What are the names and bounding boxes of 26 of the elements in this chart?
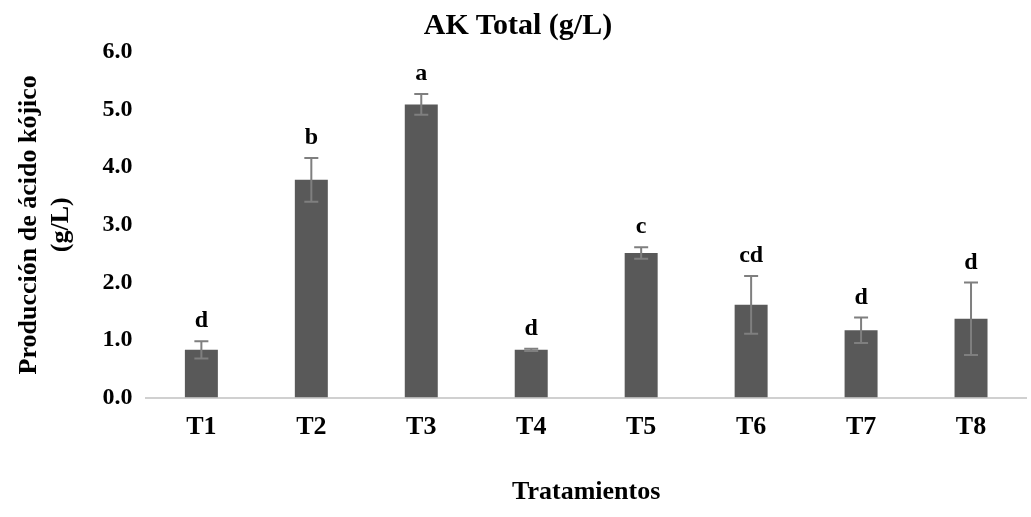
y-tick-label: 6.0 bbox=[102, 37, 133, 64]
x-tick-label: T1 bbox=[186, 410, 217, 440]
y-axis-title: Producción de ácido kójico (g/L) bbox=[13, 75, 74, 375]
x-tick-label: T5 bbox=[626, 410, 657, 440]
data-label: d bbox=[964, 247, 979, 274]
y-tick-label: 5.0 bbox=[102, 94, 133, 121]
x-axis-title: Tratamientos bbox=[512, 476, 661, 506]
y-tick-label: 3.0 bbox=[102, 210, 133, 236]
data-label: d bbox=[854, 282, 869, 309]
x-tick-label: T3 bbox=[406, 410, 437, 440]
data-label: b bbox=[304, 123, 318, 150]
data-label: c bbox=[635, 212, 647, 239]
x-tick-label: T8 bbox=[955, 410, 987, 440]
data-label: a bbox=[415, 59, 428, 86]
chart-title: AK Total (g/L) bbox=[423, 6, 613, 41]
data-label: cd bbox=[739, 241, 764, 268]
data-label: d bbox=[194, 306, 209, 333]
y-tick-label: 0.0 bbox=[102, 382, 133, 409]
x-tick-label: T6 bbox=[735, 410, 767, 440]
x-tick-label: T2 bbox=[296, 410, 327, 440]
x-tick-label: T4 bbox=[516, 410, 547, 440]
data-label: d bbox=[524, 313, 539, 340]
y-tick-label: 1.0 bbox=[102, 325, 133, 352]
y-tick-label: 4.0 bbox=[102, 152, 133, 179]
x-tick-label: T7 bbox=[845, 410, 877, 440]
y-tick-label: 2.0 bbox=[102, 267, 133, 294]
